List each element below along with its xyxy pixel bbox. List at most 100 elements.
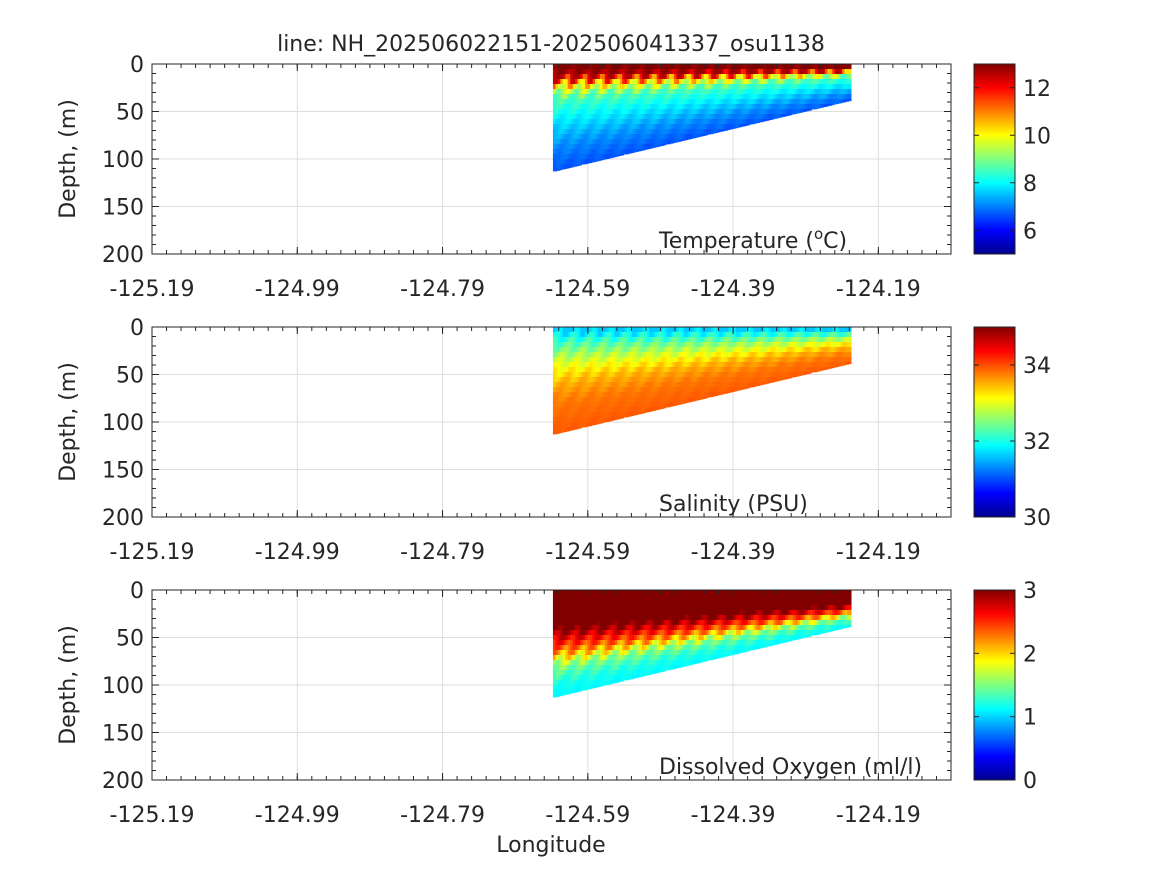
data-point — [560, 134, 565, 140]
data-point — [644, 590, 649, 596]
data-point — [567, 357, 573, 363]
data-point — [590, 154, 595, 160]
data-point — [590, 74, 595, 80]
data-point — [641, 605, 647, 611]
data-point — [659, 660, 664, 666]
data-point — [594, 69, 600, 75]
data-point — [777, 357, 783, 363]
data-point — [599, 417, 605, 423]
data-point — [706, 79, 711, 85]
data-point — [738, 69, 743, 75]
data-point — [763, 84, 768, 90]
data-point — [619, 615, 625, 621]
data-point — [669, 640, 674, 646]
data-point — [570, 367, 575, 373]
data-point — [664, 615, 669, 621]
data-point — [716, 114, 721, 120]
data-point — [770, 109, 775, 115]
data-point — [681, 397, 686, 403]
data-point — [590, 670, 595, 676]
data-point — [562, 367, 568, 373]
data-point — [740, 362, 746, 368]
data-point — [777, 337, 783, 343]
data-point — [607, 109, 612, 115]
data-point — [740, 367, 746, 373]
data-point — [706, 84, 711, 90]
data-point — [560, 605, 565, 611]
data-point — [721, 89, 726, 95]
data-point — [597, 675, 602, 681]
data-point — [802, 367, 808, 373]
data-point — [676, 104, 681, 110]
data-point — [743, 362, 748, 368]
data-point — [592, 89, 597, 95]
data-point — [681, 327, 686, 333]
y-tick-label: 0 — [130, 316, 144, 341]
data-point — [674, 595, 679, 601]
data-point — [814, 79, 820, 85]
data-point — [572, 119, 578, 125]
data-point — [570, 600, 575, 606]
data-point — [587, 382, 592, 388]
data-point — [669, 69, 674, 75]
data-point — [575, 655, 580, 661]
data-point — [646, 327, 652, 333]
data-point — [585, 605, 590, 611]
data-point — [703, 114, 709, 120]
data-point — [693, 99, 699, 105]
data-point — [664, 655, 669, 661]
data-point — [725, 357, 731, 363]
data-point — [627, 124, 632, 130]
data-point — [659, 392, 664, 398]
data-point — [758, 367, 763, 373]
data-point — [696, 357, 701, 363]
data-point — [577, 635, 583, 641]
data-point — [842, 362, 847, 366]
data-point — [617, 119, 622, 125]
data-point — [790, 69, 795, 75]
data-point — [765, 94, 770, 100]
data-point — [743, 372, 748, 378]
data-point — [810, 367, 815, 373]
data-point — [565, 362, 570, 368]
data-point — [745, 382, 751, 388]
data-point — [644, 407, 649, 413]
data-point — [597, 64, 602, 70]
data-point — [627, 377, 632, 383]
data-point — [622, 104, 627, 110]
data-point — [755, 372, 761, 378]
data-point — [580, 64, 585, 70]
data-point — [570, 690, 575, 694]
data-point — [629, 377, 634, 383]
data-point — [594, 590, 600, 596]
data-point — [629, 620, 634, 626]
data-point — [649, 114, 654, 120]
data-point — [730, 362, 736, 368]
data-point — [617, 337, 622, 343]
data-point — [671, 372, 676, 378]
data-point — [575, 660, 580, 666]
data-point — [594, 342, 600, 348]
data-point — [552, 134, 558, 140]
data-point — [721, 94, 726, 100]
data-point — [622, 382, 627, 388]
data-point — [814, 99, 820, 105]
data-point — [604, 605, 610, 611]
data-point — [753, 74, 758, 80]
data-point — [585, 595, 590, 601]
data-point — [812, 352, 817, 358]
data-point — [627, 412, 632, 417]
data-point — [827, 64, 832, 70]
data-point — [696, 372, 701, 378]
data-point — [688, 134, 694, 139]
data-point — [679, 655, 684, 661]
data-point — [708, 392, 714, 398]
data-point — [565, 64, 570, 70]
data-point — [575, 382, 580, 388]
data-point — [572, 615, 578, 621]
data-point — [693, 342, 699, 348]
data-point — [607, 89, 612, 95]
data-point — [594, 655, 600, 661]
data-point — [654, 357, 659, 363]
data-point — [745, 84, 751, 90]
